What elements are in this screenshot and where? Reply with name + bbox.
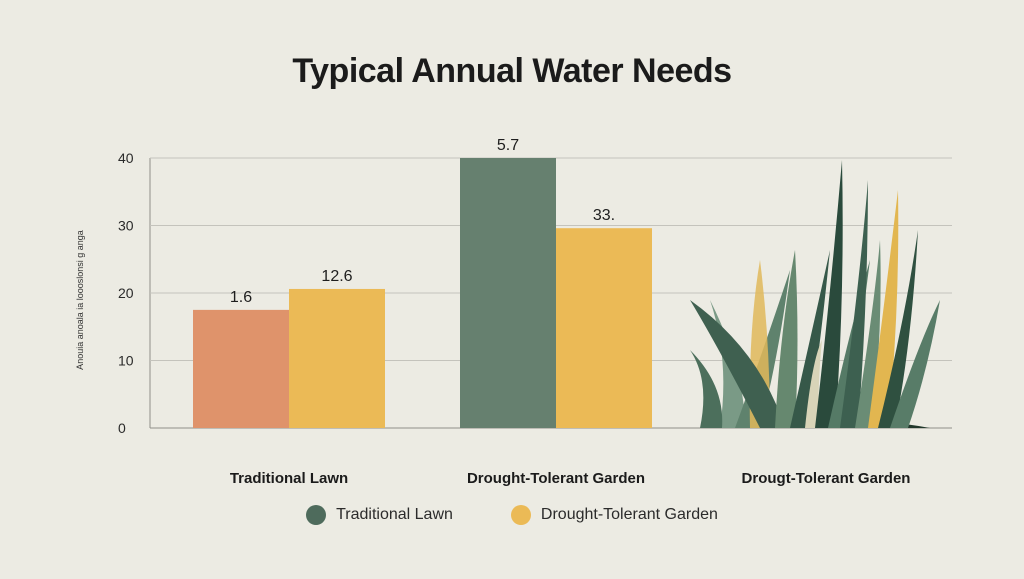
y-tick-label: 40 bbox=[118, 150, 134, 166]
bar-value-label: 1.6 bbox=[230, 289, 252, 306]
legend-swatch bbox=[510, 505, 531, 525]
y-tick-label: 0 bbox=[118, 420, 126, 436]
grass-illustration bbox=[690, 160, 940, 428]
legend-label: Drought-Tolerant Garden bbox=[540, 506, 718, 523]
bars bbox=[193, 158, 652, 428]
bar-value-labels: 1.6 12.6 5.7 33. bbox=[230, 137, 615, 306]
chart-legend: Traditional Lawn Drought-Tolerant Garden bbox=[0, 505, 1024, 525]
x-category-label: Drougt-Tolerant Garden bbox=[741, 470, 911, 487]
y-tick-label: 30 bbox=[118, 218, 134, 234]
bar bbox=[460, 158, 556, 428]
y-tick-label: 20 bbox=[118, 285, 134, 301]
x-category-label: Drought-Tolerant Garden bbox=[466, 470, 646, 487]
bar-value-label: 5.7 bbox=[497, 137, 519, 154]
legend-item-traditional-lawn: Traditional Lawn bbox=[306, 505, 453, 525]
bar-value-label: 33. bbox=[593, 207, 615, 224]
bar bbox=[556, 228, 652, 428]
legend-label: Traditional Lawn bbox=[336, 506, 453, 523]
chart-title: Typical Annual Water Needs bbox=[292, 52, 732, 90]
bar-value-label: 12.6 bbox=[321, 268, 352, 285]
x-category-label: Traditional Lawn bbox=[229, 470, 349, 487]
legend-item-drought-tolerant-garden: Drought-Tolerant Garden bbox=[510, 505, 718, 525]
legend-swatch bbox=[306, 505, 327, 525]
y-tick-label: 10 bbox=[118, 353, 134, 369]
bar bbox=[289, 288, 385, 428]
y-ticks: 0 10 20 30 40 bbox=[118, 150, 134, 436]
bar bbox=[193, 309, 289, 428]
